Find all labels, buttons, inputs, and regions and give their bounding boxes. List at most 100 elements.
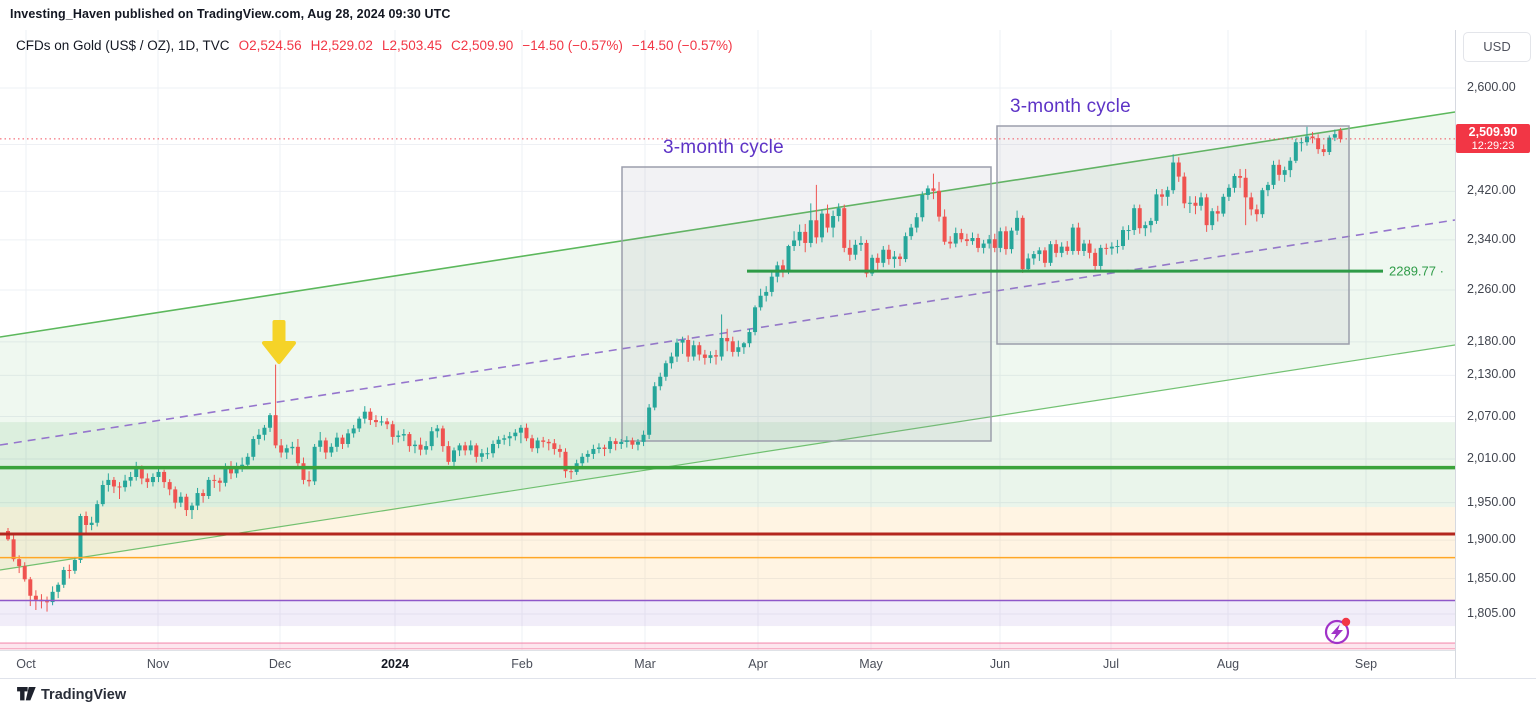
candle-body (318, 440, 323, 447)
cycle-annotation-2[interactable]: 3-month cycle (1010, 96, 1131, 117)
candle-body (217, 480, 222, 483)
candle-body (998, 231, 1003, 248)
candle-body (959, 233, 964, 240)
candle-body (368, 411, 373, 421)
candle-body (412, 444, 417, 447)
candle-body (714, 355, 719, 357)
channel-lower-line[interactable] (0, 344, 1455, 571)
candle-body (1338, 130, 1343, 139)
candle-body (585, 453, 590, 457)
channel-upper-line[interactable] (0, 111, 1455, 338)
candle-body (379, 421, 384, 423)
symbol-title[interactable]: CFDs on Gold (US$ / OZ), 1D, TVC (16, 38, 230, 53)
month-label-2024: 2024 (381, 657, 409, 671)
candle-body (329, 446, 334, 453)
candle-body (1187, 202, 1192, 204)
cycle-annotation-1[interactable]: 3-month cycle (663, 137, 784, 158)
candle-body (206, 479, 211, 496)
lightning-bolt-icon (1331, 624, 1343, 641)
candle-body (61, 569, 66, 585)
candle-body (128, 476, 133, 481)
candle-body (1143, 225, 1148, 229)
candle-body (357, 418, 362, 429)
candlestick-chart[interactable]: 2289.77 · (0, 30, 1455, 650)
chart-pane[interactable]: 2289.77 · CFDs on Gold (US$ / OZ), 1D, T… (0, 30, 1455, 650)
candle-body (346, 433, 351, 444)
candle-body (1316, 138, 1321, 150)
candle-body (635, 441, 640, 445)
candle-body (1254, 209, 1259, 215)
candle-body (223, 466, 228, 483)
candle-body (502, 438, 507, 440)
candle-body (753, 307, 758, 333)
candle-body (546, 441, 551, 444)
candle-body (340, 437, 345, 444)
month-label-Jul: Jul (1103, 657, 1119, 671)
candle-body (541, 440, 546, 442)
candle-body (195, 493, 200, 506)
price-scale[interactable]: USD 2,600.00 2,420.00 2,340.00 2,260.00 2,18… (1455, 30, 1536, 678)
candle-body (295, 446, 300, 464)
candle-body (1009, 230, 1014, 250)
candle-body (479, 453, 484, 457)
candle-body (669, 356, 674, 364)
candle-body (814, 220, 819, 238)
price-band[interactable] (0, 507, 1455, 601)
published-bar: Investing_Haven published on TradingView… (0, 0, 1536, 31)
candle-body (686, 339, 691, 357)
candle-body (1243, 177, 1248, 198)
event-icon-circle[interactable] (1324, 619, 1350, 645)
candle-body (1126, 230, 1131, 232)
price-tick-1950: 1,950.00 (1467, 494, 1516, 509)
candle-body (312, 446, 317, 482)
symbol-legend: CFDs on Gold (US$ / OZ), 1D, TVC O2,524.5… (16, 38, 741, 53)
candle-body (524, 427, 529, 439)
candle-body (111, 479, 116, 487)
candle-body (95, 504, 100, 523)
candle-body (1327, 137, 1332, 153)
candle-body (100, 485, 105, 505)
cycle-box-1[interactable] (621, 166, 992, 442)
candle-body (792, 240, 797, 247)
candle-body (619, 441, 624, 444)
candle-body (719, 337, 724, 357)
price-band[interactable] (0, 643, 1455, 649)
candle-body (106, 479, 111, 486)
candle-body (435, 428, 440, 432)
ohlc-open: O2,524.56 (238, 38, 302, 53)
candle-body (201, 493, 206, 496)
candle-body (780, 265, 785, 271)
candle-body (1065, 246, 1070, 251)
candle-body (22, 566, 27, 580)
down-arrow-annotation[interactable] (262, 320, 296, 364)
candle-body (457, 445, 462, 451)
tradingview-brand[interactable]: TradingView (41, 687, 127, 703)
candle-body (78, 516, 83, 560)
price-band[interactable] (0, 600, 1455, 627)
candle-body (262, 427, 267, 435)
candle-body (1299, 142, 1304, 144)
candle-body (145, 478, 150, 483)
channel-midline-dashed[interactable] (0, 219, 1455, 446)
price-tick-2260: 2,260.00 (1467, 281, 1516, 296)
candle-body (808, 220, 813, 243)
candle-body (976, 238, 981, 248)
candle-body (446, 446, 451, 462)
candle-body (67, 569, 72, 571)
candle-body (702, 354, 707, 358)
candle-body (842, 208, 847, 248)
candle-body (1199, 197, 1204, 206)
candle-body (663, 363, 668, 377)
candle-body (1210, 211, 1215, 226)
price-tick-1900: 1,900.00 (1467, 532, 1516, 547)
tradingview-logo-icon[interactable] (17, 687, 36, 703)
candle-body (1182, 176, 1187, 204)
currency-button[interactable]: USD (1463, 32, 1531, 62)
price-tick-2340: 2,340.00 (1467, 231, 1516, 246)
candle-body (1076, 227, 1081, 251)
bar-countdown: 12:29:23 (1471, 140, 1515, 153)
candle-body (1193, 202, 1198, 206)
candle-body (769, 276, 774, 292)
price-tick-2420: 2,420.00 (1467, 183, 1516, 198)
time-axis[interactable]: Oct Nov Dec 2024 Feb Mar Apr May Jun Jul Aug Sep (0, 650, 1455, 679)
